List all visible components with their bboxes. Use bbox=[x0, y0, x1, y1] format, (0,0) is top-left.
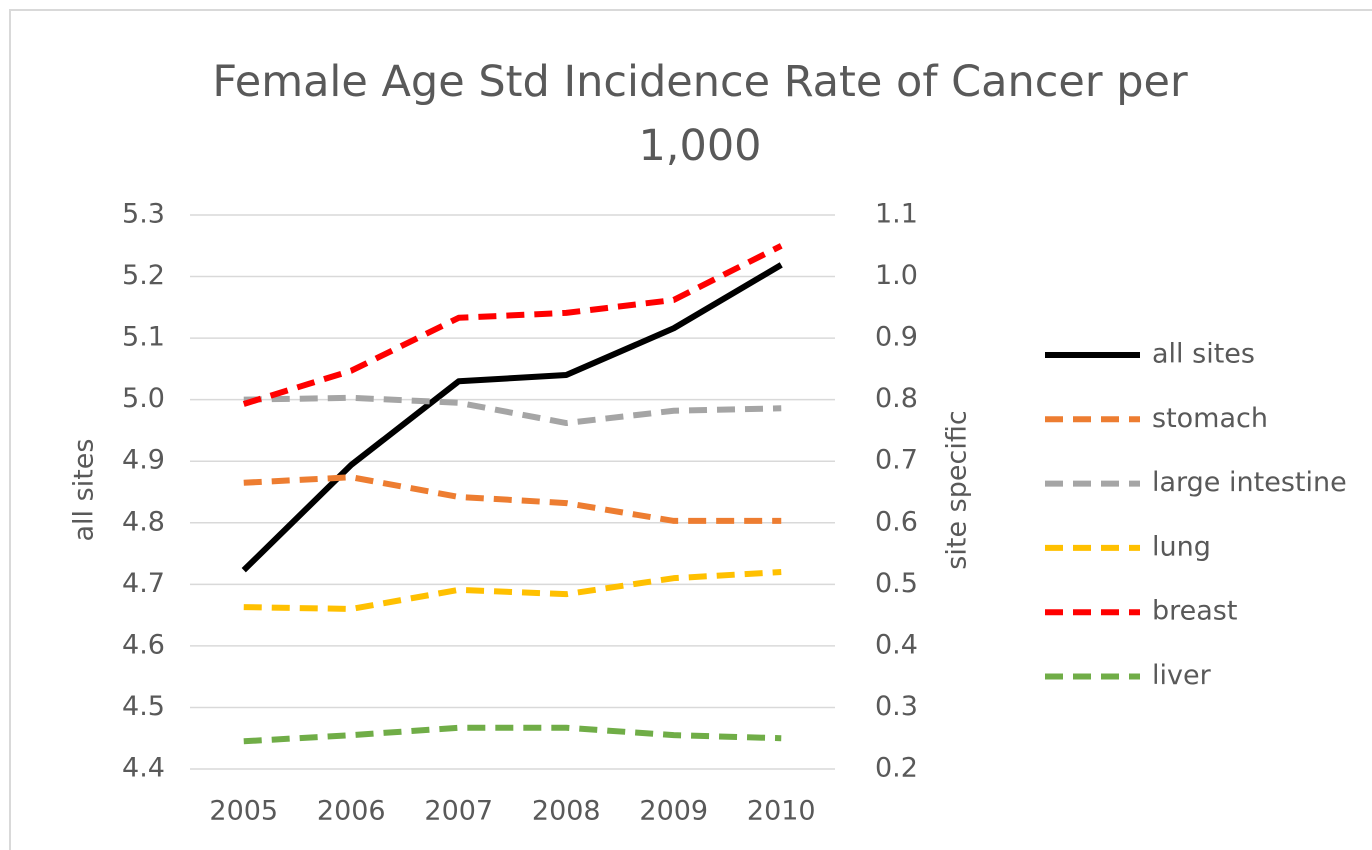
y-tick-label: 4.9 bbox=[122, 445, 165, 476]
series-line bbox=[243, 569, 782, 612]
y2-tick-label: 0.8 bbox=[875, 383, 918, 414]
y-tick-label: 5.1 bbox=[122, 322, 165, 353]
legend-label: breast bbox=[1152, 596, 1237, 627]
legend-label: all sites bbox=[1152, 339, 1255, 370]
y2-tick-label: 1.1 bbox=[875, 199, 918, 230]
x-tick-label: 2009 bbox=[639, 796, 708, 827]
series-line bbox=[243, 474, 782, 524]
legend-label: stomach bbox=[1152, 403, 1268, 434]
y-tick-label: 4.7 bbox=[122, 568, 165, 599]
legend-label: large intestine bbox=[1152, 467, 1347, 498]
x-tick-label: 2005 bbox=[209, 796, 278, 827]
y-axis-title: all sites bbox=[69, 439, 100, 542]
y2-tick-label: 0.3 bbox=[875, 691, 918, 722]
y-tick-label: 4.8 bbox=[122, 506, 165, 537]
y-tick-label: 5.0 bbox=[122, 383, 165, 414]
chart-border bbox=[9, 9, 1372, 850]
y-tick-label: 5.3 bbox=[122, 199, 165, 230]
y-tick-label: 4.6 bbox=[122, 629, 165, 660]
legend-label: lung bbox=[1152, 531, 1211, 562]
legend-label: liver bbox=[1152, 660, 1212, 691]
y2-tick-label: 0.7 bbox=[875, 445, 918, 476]
series-line bbox=[243, 394, 782, 427]
chart-title: Female Age Std Incidence Rate of Cancer … bbox=[212, 57, 1188, 171]
y-tick-label: 4.5 bbox=[122, 691, 165, 722]
y2-axis-title: site specific bbox=[942, 410, 973, 569]
y2-tick-label: 0.9 bbox=[875, 322, 918, 353]
y2-tick-label: 0.4 bbox=[875, 629, 918, 660]
series-line bbox=[241, 262, 783, 573]
x-tick-label: 2006 bbox=[317, 796, 386, 827]
y-tick-label: 5.2 bbox=[122, 260, 165, 291]
y2-tick-label: 1.0 bbox=[875, 260, 918, 291]
x-tick-label: 2007 bbox=[424, 796, 493, 827]
y-tick-label: 4.4 bbox=[122, 753, 165, 784]
series-line bbox=[243, 724, 782, 745]
y2-tick-label: 0.5 bbox=[875, 568, 918, 599]
y2-tick-label: 0.6 bbox=[875, 506, 918, 537]
y2-tick-label: 0.2 bbox=[875, 753, 918, 784]
x-tick-label: 2008 bbox=[532, 796, 601, 827]
x-tick-label: 2010 bbox=[747, 796, 816, 827]
series-line bbox=[242, 243, 783, 407]
